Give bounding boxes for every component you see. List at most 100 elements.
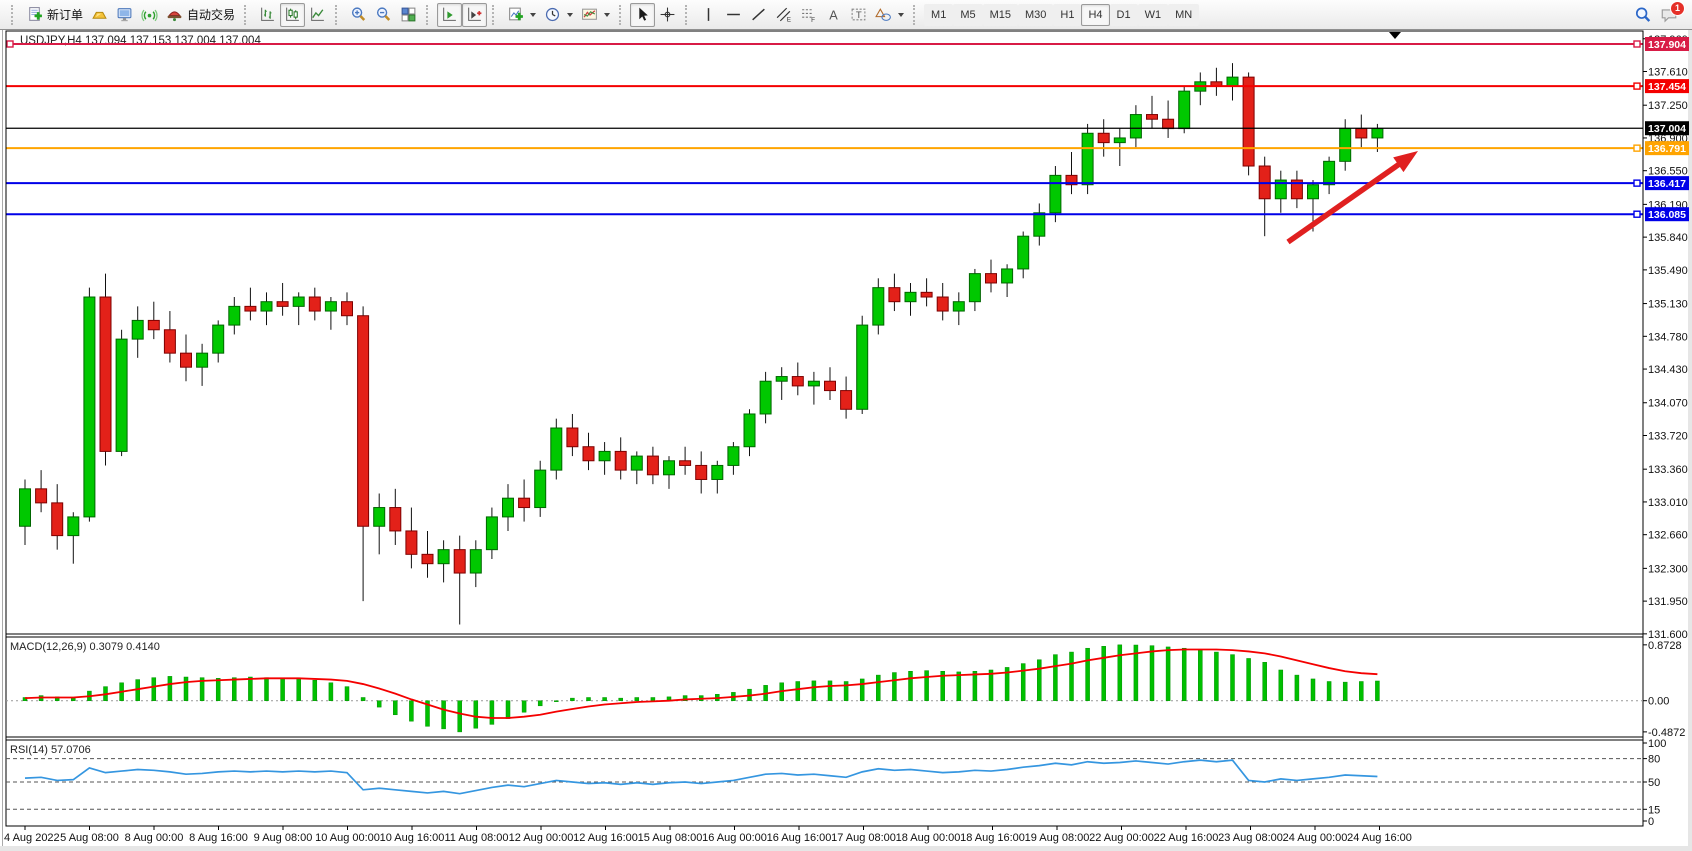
line-endpoint-marker[interactable] bbox=[1633, 40, 1641, 48]
price-tick-label: 133.360 bbox=[1648, 464, 1688, 476]
price-tick-label: 133.010 bbox=[1648, 497, 1688, 509]
cursor-tool-button[interactable] bbox=[630, 2, 656, 27]
signals-button[interactable] bbox=[137, 3, 162, 27]
fibonacci-icon: F bbox=[802, 9, 815, 23]
price-tick-label: 131.600 bbox=[1648, 629, 1688, 641]
macd-histogram-bar bbox=[457, 700, 462, 733]
period-button[interactable] bbox=[540, 3, 577, 27]
candle bbox=[663, 460, 675, 476]
trend-arrow-shaft[interactable] bbox=[1286, 160, 1404, 245]
template-button[interactable] bbox=[577, 3, 614, 27]
auto-trading-button[interactable]: 自动交易 bbox=[162, 3, 239, 27]
timeframe-button-mn[interactable]: MN bbox=[1168, 3, 1200, 26]
candle bbox=[679, 460, 692, 466]
timeframe-button-h4[interactable]: H4 bbox=[1081, 3, 1110, 26]
new-order-button[interactable]: 新订单 bbox=[22, 3, 87, 27]
price-tag[interactable] bbox=[1645, 121, 1689, 136]
timeframe-button-m1[interactable]: M1 bbox=[924, 3, 954, 26]
trend-arrow-head[interactable] bbox=[1393, 151, 1418, 173]
text-tool-button[interactable]: A bbox=[821, 3, 846, 27]
time-axis-label: 19 Aug 08:00 bbox=[1025, 832, 1090, 844]
auto-scroll-button[interactable] bbox=[437, 2, 463, 27]
fibonacci-tool-button[interactable]: F bbox=[796, 3, 821, 27]
candle bbox=[389, 507, 402, 532]
tile-windows-button[interactable] bbox=[396, 3, 421, 27]
macd-histogram-bar bbox=[1359, 681, 1364, 701]
candle bbox=[228, 305, 241, 326]
macd-histogram-bar bbox=[1326, 681, 1332, 701]
text-label-tool-button[interactable]: T bbox=[846, 3, 871, 27]
main-toolbar: 新订单 bbox=[0, 0, 1692, 30]
candle bbox=[35, 488, 48, 504]
candle bbox=[840, 390, 853, 410]
time-axis-label: 12 Aug 16:00 bbox=[573, 832, 638, 844]
rsi-axis-label: 100 bbox=[1648, 738, 1666, 750]
macd-histogram-bar bbox=[409, 700, 414, 722]
trendline-tool-button[interactable] bbox=[746, 3, 771, 27]
timeframe-button-w1[interactable]: W1 bbox=[1137, 3, 1169, 26]
candle bbox=[292, 296, 305, 307]
horizontal-line-tool-button[interactable] bbox=[721, 3, 746, 27]
macd-histogram-bar bbox=[280, 678, 285, 701]
line-endpoint-marker[interactable] bbox=[1633, 210, 1641, 218]
timeframe-button-m5[interactable]: M5 bbox=[953, 3, 983, 26]
macd-histogram-bar bbox=[1037, 659, 1042, 701]
equidistant-channel-tool-button[interactable]: E bbox=[771, 3, 796, 27]
timeframe-button-d1[interactable]: D1 bbox=[1109, 3, 1138, 26]
line-endpoint-marker[interactable] bbox=[1633, 82, 1641, 90]
price-tag[interactable] bbox=[1645, 79, 1689, 94]
auto-scroll-icon bbox=[443, 7, 456, 21]
terminal-button[interactable] bbox=[112, 3, 137, 27]
macd-histogram-bar bbox=[554, 700, 559, 702]
price-tag[interactable] bbox=[1645, 37, 1689, 51]
zoom-in-button[interactable] bbox=[346, 3, 371, 27]
macd-histogram-bar bbox=[1020, 663, 1026, 701]
shapes-tool-button[interactable] bbox=[871, 3, 908, 27]
price-tag[interactable] bbox=[1645, 207, 1689, 222]
candle bbox=[1065, 174, 1078, 186]
price-tick-label: 137.250 bbox=[1648, 100, 1688, 112]
candle bbox=[1033, 212, 1046, 237]
macd-histogram-bar bbox=[264, 677, 269, 701]
candle bbox=[115, 338, 128, 452]
macd-histogram-bar bbox=[393, 700, 398, 716]
price-tag[interactable] bbox=[1645, 141, 1689, 156]
macd-histogram-bar bbox=[473, 700, 479, 729]
chart-window: USDJPY,H4 137.094 137.153 137.004 137.00… bbox=[0, 30, 1692, 851]
new-chart-caret-icon bbox=[530, 12, 537, 17]
crosshair-tool-button[interactable] bbox=[655, 3, 680, 27]
deposit-button[interactable] bbox=[87, 3, 112, 27]
usdjpy-h4-chart[interactable]: USDJPY,H4 137.094 137.153 137.004 137.00… bbox=[0, 30, 1692, 851]
macd-histogram-bar bbox=[537, 700, 543, 707]
candlestick-chart-button[interactable] bbox=[280, 2, 306, 27]
candle bbox=[807, 380, 820, 387]
candle bbox=[695, 464, 708, 480]
bar-chart-button[interactable] bbox=[255, 3, 280, 27]
new-chart-button[interactable] bbox=[503, 3, 540, 27]
time-axis-label: 9 Aug 08:00 bbox=[254, 832, 313, 844]
line-chart-icon bbox=[311, 7, 324, 21]
candle bbox=[421, 553, 434, 565]
line-endpoint-marker[interactable] bbox=[1633, 144, 1641, 152]
trendline-icon bbox=[752, 8, 765, 21]
price-tag[interactable] bbox=[1645, 176, 1689, 191]
macd-histogram-bar bbox=[1053, 654, 1058, 701]
zoom-out-button[interactable] bbox=[371, 3, 396, 27]
timeframe-button-m30[interactable]: M30 bbox=[1018, 3, 1054, 26]
candle bbox=[1178, 90, 1191, 130]
timeframe-button-m15[interactable]: M15 bbox=[982, 3, 1018, 26]
time-axis-label: 18 Aug 16:00 bbox=[960, 832, 1025, 844]
search-button[interactable] bbox=[1630, 3, 1656, 27]
candle bbox=[19, 488, 31, 527]
vertical-line-tool-button[interactable] bbox=[696, 3, 721, 27]
chart-background bbox=[0, 30, 1692, 851]
line-chart-button[interactable] bbox=[305, 3, 330, 27]
line-endpoint-marker[interactable] bbox=[1633, 179, 1641, 187]
macd-histogram-bar bbox=[521, 700, 527, 713]
timeframe-button-h1[interactable]: H1 bbox=[1053, 3, 1082, 26]
line-endpoint-marker[interactable] bbox=[6, 40, 14, 48]
chart-shift-button[interactable] bbox=[462, 2, 488, 27]
time-axis-label: 23 Aug 08:00 bbox=[1218, 832, 1283, 844]
macd-histogram-bar bbox=[634, 697, 640, 701]
notifications-button[interactable]: 1 bbox=[1656, 0, 1685, 27]
